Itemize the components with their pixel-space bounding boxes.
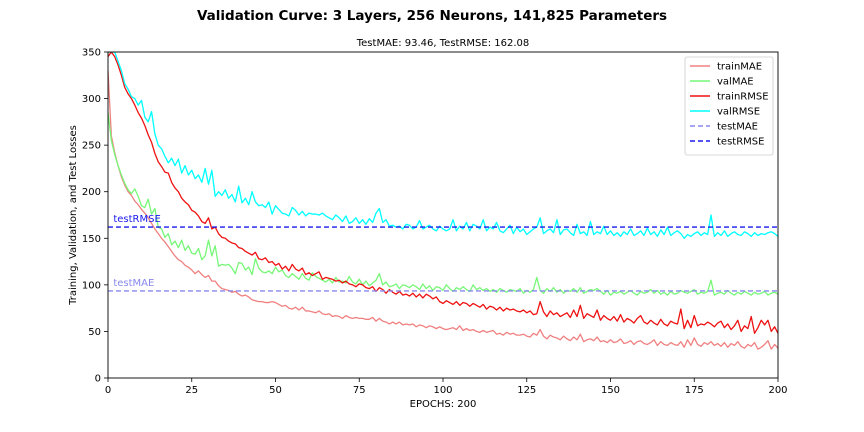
annotation-testRMSE: testRMSE — [113, 214, 160, 225]
x-tick-label: 175 — [685, 385, 704, 396]
x-tick-label: 0 — [105, 385, 111, 396]
annotation-testMAE: testMAE — [113, 278, 154, 289]
x-tick-label: 125 — [517, 385, 536, 396]
legend-label-valMAE: valMAE — [717, 77, 754, 88]
chart-title: Validation Curve: 3 Layers, 256 Neurons,… — [197, 8, 667, 24]
x-axis-label: EPOCHS: 200 — [410, 399, 477, 410]
legend-label-trainRMSE: trainRMSE — [717, 92, 769, 103]
annotation-group: testRMSE testMAE — [113, 214, 160, 289]
legend-label-valRMSE: valRMSE — [717, 107, 760, 118]
legend: trainMAE valMAE trainRMSE valRMSE testMAE tes… — [684, 56, 774, 156]
series-line-valMAE — [108, 112, 778, 296]
y-axis-label: Training, Validation, and Test Losses — [68, 125, 79, 306]
y-tick-label: 250 — [82, 141, 101, 152]
y-axis: 0 50 100 150 200 250 300 350 — [82, 48, 108, 385]
legend-label-testRMSE: testRMSE — [717, 137, 764, 148]
y-tick-label: 200 — [82, 187, 101, 198]
x-tick-label: 50 — [269, 385, 282, 396]
chart-subtitle: TestMAE: 93.46, TestRMSE: 162.08 — [356, 38, 530, 49]
plot-area: testRMSE testMAE — [107, 51, 779, 379]
series-group — [108, 52, 778, 350]
legend-label-testMAE: testMAE — [717, 122, 758, 133]
x-tick-label: 25 — [185, 385, 198, 396]
y-tick-label: 0 — [95, 374, 101, 385]
legend-label-trainMAE: trainMAE — [717, 62, 762, 73]
series-line-trainRMSE — [108, 52, 778, 334]
series-line-valRMSE — [108, 52, 778, 239]
x-tick-label: 200 — [768, 385, 787, 396]
x-axis: 0 25 50 75 100 125 150 175 200 — [105, 378, 788, 396]
x-tick-label: 100 — [433, 385, 452, 396]
x-tick-label: 75 — [353, 385, 366, 396]
series-line-trainMAE — [108, 70, 778, 350]
y-tick-label: 100 — [82, 280, 101, 291]
y-tick-label: 350 — [82, 48, 101, 59]
x-tick-label: 150 — [601, 385, 620, 396]
y-tick-label: 50 — [88, 327, 101, 338]
y-tick-label: 300 — [82, 94, 101, 105]
y-tick-label: 150 — [82, 234, 101, 245]
